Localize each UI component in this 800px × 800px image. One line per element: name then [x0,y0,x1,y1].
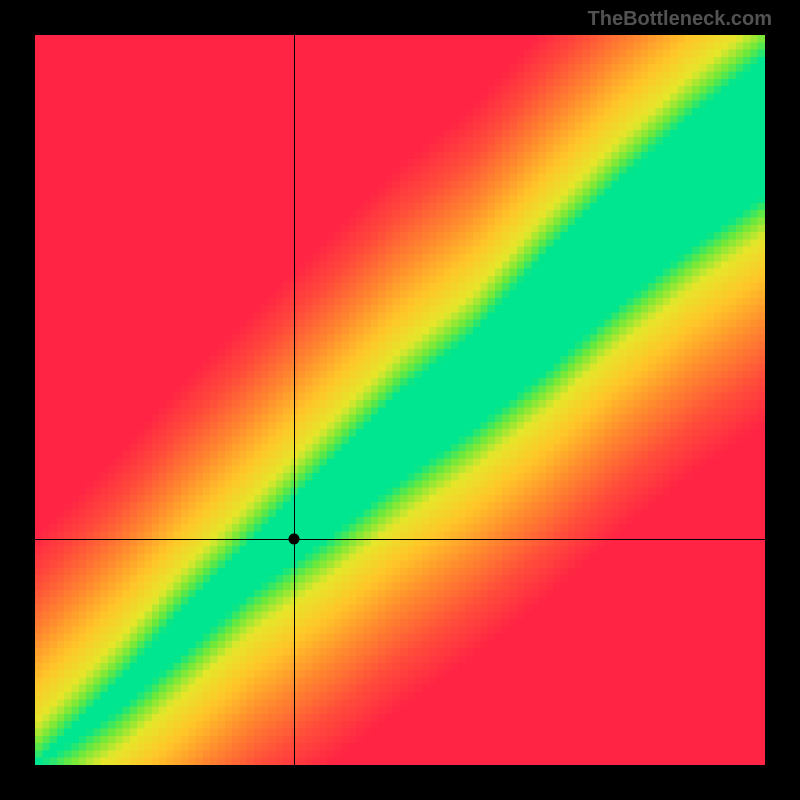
watermark-text: TheBottleneck.com [588,8,772,31]
chart-container: TheBottleneck.com [0,0,800,800]
crosshair-vertical [294,35,295,765]
heatmap-plot [35,35,765,765]
selection-marker [289,533,300,544]
heatmap-canvas [35,35,765,765]
crosshair-horizontal [35,539,765,540]
